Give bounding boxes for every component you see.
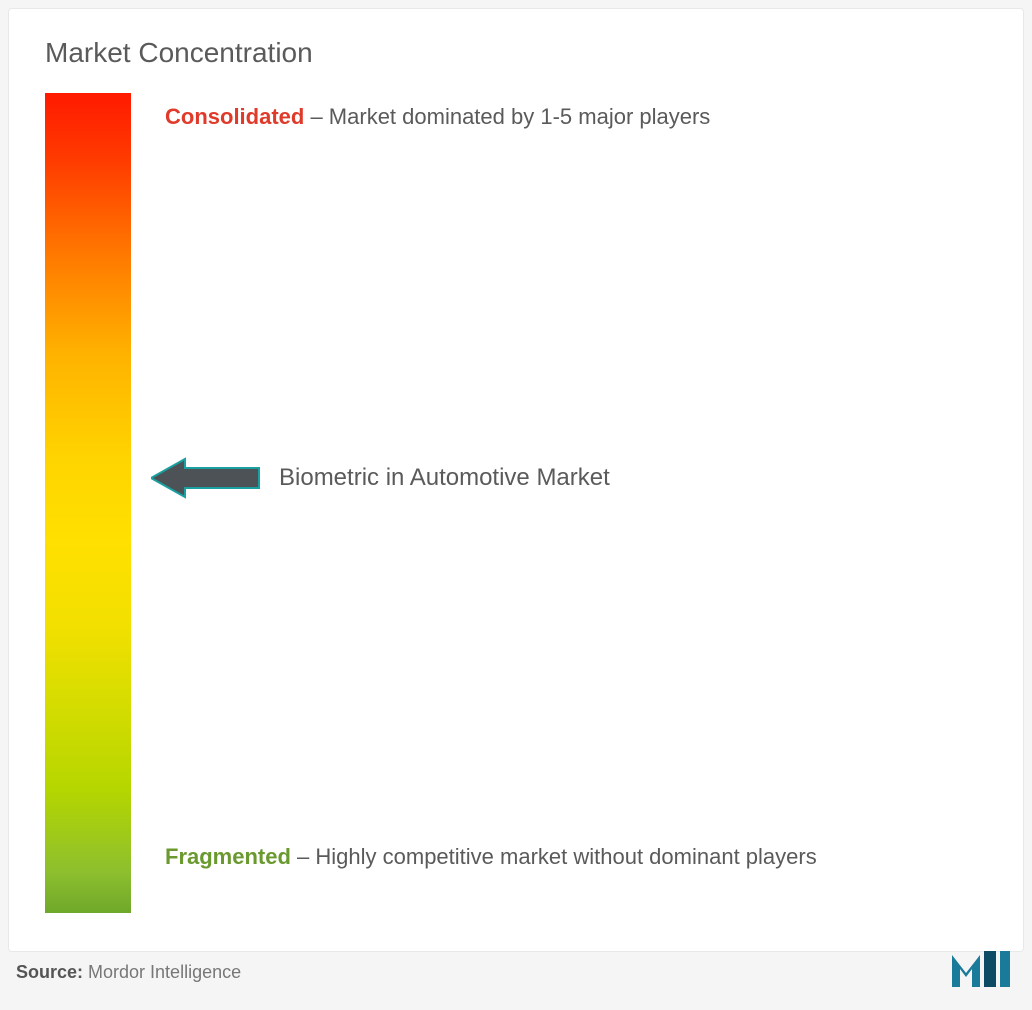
consolidated-line: Consolidated – Market dominated by 1-5 m…	[165, 99, 710, 134]
fragmented-line: Fragmented – Highly competitive market w…	[165, 839, 817, 874]
left-arrow-icon	[151, 455, 261, 501]
chart-title: Market Concentration	[45, 37, 987, 69]
concentration-gradient-bar	[45, 93, 131, 913]
chart-area: Consolidated – Market dominated by 1-5 m…	[45, 93, 987, 913]
infographic-card: Market Concentration Consolidated – Mark…	[8, 8, 1024, 952]
source-attribution: Source: Mordor Intelligence	[16, 962, 241, 983]
fragmented-desc: – Highly competitive market without domi…	[291, 844, 817, 869]
consolidated-label-row: Consolidated – Market dominated by 1-5 m…	[165, 99, 977, 134]
market-name-label: Biometric in Automotive Market	[279, 464, 610, 492]
mordor-logo-icon	[950, 947, 1012, 996]
fragmented-label-row: Fragmented – Highly competitive market w…	[165, 839, 977, 874]
source-label: Source:	[16, 962, 83, 982]
source-value: Mordor Intelligence	[83, 962, 241, 982]
consolidated-desc: – Market dominated by 1-5 major players	[304, 104, 710, 129]
market-marker-row: Biometric in Automotive Market	[151, 455, 610, 501]
consolidated-term: Consolidated	[165, 104, 304, 129]
fragmented-term: Fragmented	[165, 844, 291, 869]
